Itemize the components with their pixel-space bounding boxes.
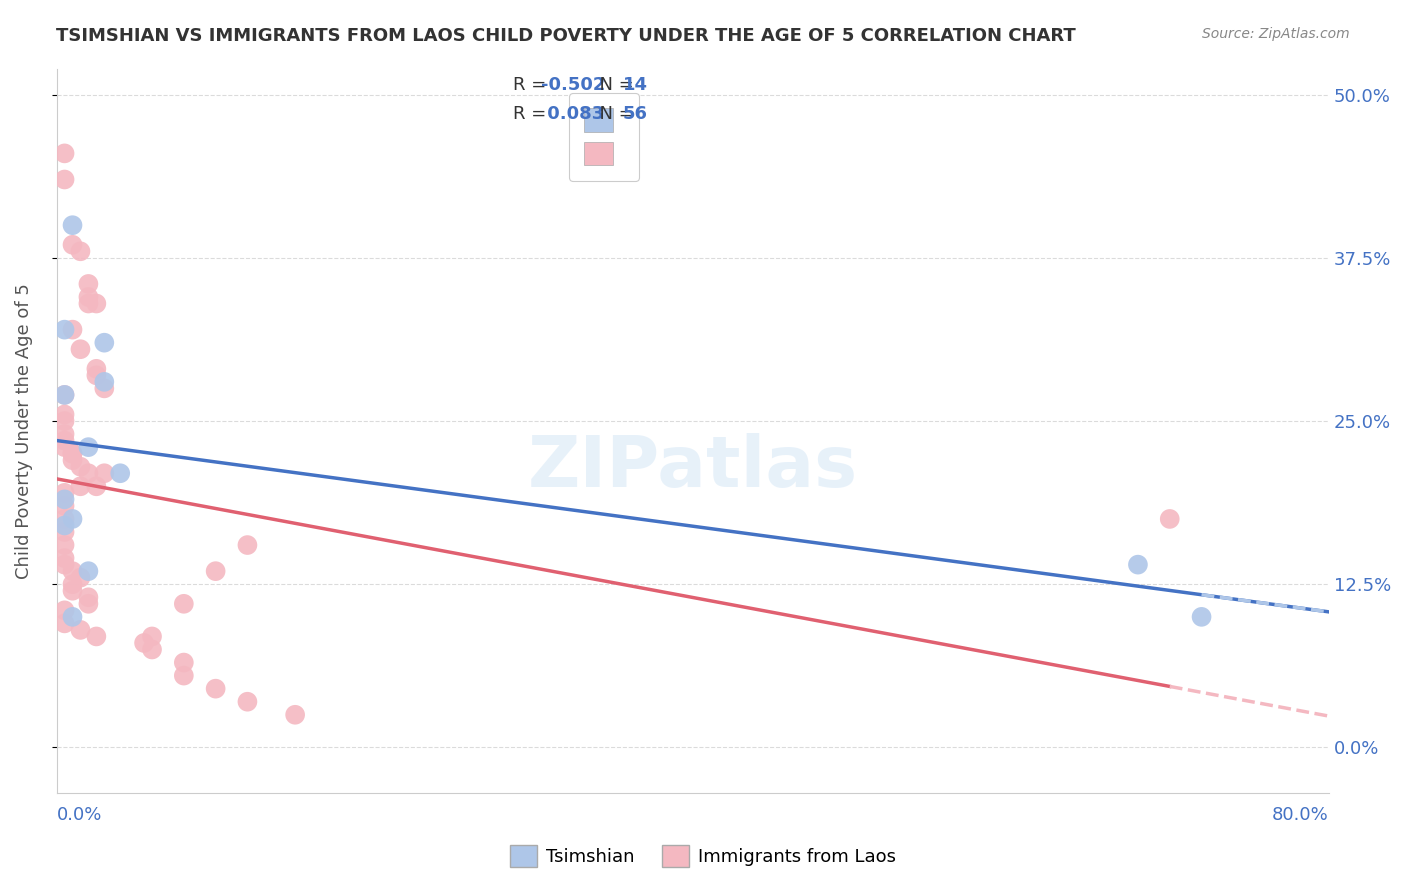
Point	[204, 564, 226, 578]
Point	[110, 467, 132, 481]
Point	[93, 381, 115, 395]
Point	[77, 440, 100, 454]
Point	[77, 296, 100, 310]
Point	[53, 538, 76, 552]
Point	[62, 447, 84, 461]
Point	[62, 564, 84, 578]
Point	[93, 467, 115, 481]
Point	[53, 499, 76, 513]
Point	[62, 218, 84, 232]
Point	[141, 629, 163, 643]
Text: N =: N =	[588, 105, 640, 123]
Text: R =: R =	[513, 76, 553, 94]
Point	[53, 146, 76, 161]
Text: -0.502: -0.502	[541, 76, 606, 94]
Point	[53, 414, 76, 428]
Point	[1126, 558, 1149, 572]
Text: Source: ZipAtlas.com: Source: ZipAtlas.com	[1202, 27, 1350, 41]
Point	[53, 323, 76, 337]
Legend: , : ,	[568, 93, 638, 181]
Point	[173, 597, 195, 611]
Point	[53, 388, 76, 402]
Point	[69, 623, 91, 637]
Point	[53, 485, 76, 500]
Point	[93, 335, 115, 350]
Point	[69, 342, 91, 356]
Point	[69, 459, 91, 474]
Point	[86, 361, 108, 376]
Point	[62, 453, 84, 467]
Point	[53, 512, 76, 526]
Text: 0.083: 0.083	[541, 105, 605, 123]
Point	[53, 551, 76, 566]
Point	[86, 479, 108, 493]
Point	[77, 591, 100, 605]
Point	[236, 538, 259, 552]
Point	[173, 656, 195, 670]
Point	[53, 434, 76, 448]
Point	[53, 492, 76, 507]
Point	[53, 440, 76, 454]
Point	[132, 636, 155, 650]
Point	[62, 323, 84, 337]
Text: 14: 14	[623, 76, 648, 94]
Point	[53, 603, 76, 617]
Point	[77, 564, 100, 578]
Point	[77, 290, 100, 304]
Point	[77, 597, 100, 611]
Point	[86, 368, 108, 383]
Text: N =: N =	[588, 76, 640, 94]
Text: TSIMSHIAN VS IMMIGRANTS FROM LAOS CHILD POVERTY UNDER THE AGE OF 5 CORRELATION C: TSIMSHIAN VS IMMIGRANTS FROM LAOS CHILD …	[56, 27, 1076, 45]
Text: 56: 56	[623, 105, 648, 123]
Point	[53, 427, 76, 442]
Point	[62, 447, 84, 461]
Point	[53, 408, 76, 422]
Point	[69, 571, 91, 585]
Point	[1191, 610, 1213, 624]
Point	[77, 467, 100, 481]
Legend: Tsimshian, Immigrants from Laos: Tsimshian, Immigrants from Laos	[503, 838, 903, 874]
Point	[204, 681, 226, 696]
Y-axis label: Child Poverty Under the Age of 5: Child Poverty Under the Age of 5	[15, 283, 32, 579]
Point	[53, 524, 76, 539]
Point	[284, 707, 307, 722]
Text: ZIPatlas: ZIPatlas	[527, 433, 858, 501]
Point	[1159, 512, 1181, 526]
Point	[86, 296, 108, 310]
Point	[53, 616, 76, 631]
Point	[69, 244, 91, 259]
Point	[62, 237, 84, 252]
Point	[62, 512, 84, 526]
Text: 0.0%: 0.0%	[56, 806, 103, 824]
Point	[53, 172, 76, 186]
Point	[62, 610, 84, 624]
Text: R =: R =	[513, 105, 553, 123]
Point	[93, 375, 115, 389]
Point	[53, 558, 76, 572]
Point	[62, 577, 84, 591]
Text: 80.0%: 80.0%	[1272, 806, 1329, 824]
Point	[77, 277, 100, 291]
Point	[53, 388, 76, 402]
Point	[69, 479, 91, 493]
Point	[86, 629, 108, 643]
Point	[53, 518, 76, 533]
Point	[173, 668, 195, 682]
Point	[141, 642, 163, 657]
Point	[236, 695, 259, 709]
Point	[62, 583, 84, 598]
